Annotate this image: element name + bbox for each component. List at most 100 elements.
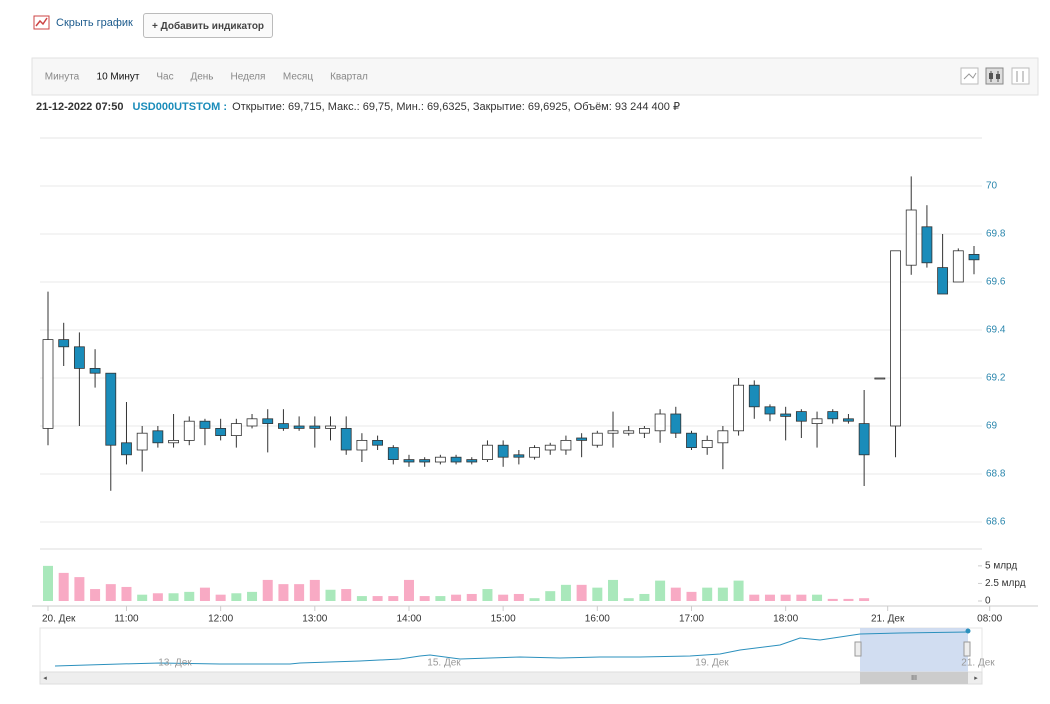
candle-body (199, 420, 211, 429)
candle-body (952, 250, 964, 283)
candle-body (843, 418, 854, 422)
volume-bar (623, 598, 634, 601)
volume-bar (513, 593, 524, 601)
candle-body (890, 250, 901, 427)
candle-body (607, 430, 619, 434)
svg-text:III: III (911, 675, 917, 682)
candle-body (764, 406, 776, 415)
volume-bar (262, 579, 273, 601)
y-tick-label: 70 (986, 181, 998, 192)
navigator[interactable]: III ◂ ▸ (39, 627, 983, 685)
volume-bar (576, 584, 587, 601)
candle-body (560, 439, 572, 451)
tab[interactable]: Квартал (330, 72, 368, 83)
volume-bar (294, 584, 305, 601)
candle-body (121, 442, 132, 456)
volume-bar (764, 594, 775, 601)
volume-bar (466, 593, 477, 601)
volume-bar (608, 579, 619, 601)
tab[interactable]: Час (156, 72, 173, 83)
candle-body (434, 456, 446, 463)
candle-body (356, 439, 368, 451)
y-tick-label: 2.5 млрд (985, 578, 1026, 589)
candle-body (921, 226, 933, 264)
tab[interactable]: День (190, 72, 213, 83)
hide-chart-icon[interactable] (33, 15, 50, 30)
y-tick-label: 68.8 (986, 469, 1006, 480)
candle-body (513, 454, 525, 458)
volume-bar (670, 587, 681, 601)
candle-body (654, 413, 666, 432)
volume-bar (482, 589, 493, 601)
volume-bar (74, 577, 85, 601)
candle-body (325, 425, 336, 429)
volume-bar (231, 593, 242, 601)
chart-type-icons[interactable] (960, 67, 1030, 85)
volume-bar (152, 593, 163, 601)
tab[interactable]: 10 Минут (97, 72, 140, 83)
candle-body (466, 459, 478, 463)
volume-bar (435, 596, 446, 601)
tab[interactable]: Неделя (231, 72, 266, 83)
volume-bar (43, 565, 53, 601)
candle-body (262, 418, 274, 424)
volume-bar (498, 594, 509, 601)
volume-bar (388, 596, 399, 601)
hide-chart-link[interactable]: Скрыть график (56, 17, 133, 29)
volume-bar (592, 587, 603, 601)
x-tick-label: 12:00 (208, 614, 233, 625)
candle-body (858, 423, 870, 456)
candle-body (591, 432, 603, 446)
volume-bar (356, 596, 367, 601)
y-tick-label: 0 (985, 596, 991, 607)
tab[interactable]: Минута (45, 72, 80, 83)
tab[interactable]: Месяц (283, 72, 313, 83)
volume-bar (325, 589, 336, 601)
volume-bar (341, 589, 352, 601)
candle-body (230, 423, 242, 437)
volume-bar (372, 596, 383, 601)
volume-bar (843, 598, 854, 601)
candle-body (73, 346, 85, 369)
volume-bar (717, 587, 728, 601)
x-tick-label: 17:00 (679, 614, 704, 625)
x-tick-label: 21. Дек (871, 614, 905, 625)
volume-bar (105, 584, 116, 601)
y-tick-label: 5 млрд (985, 561, 1017, 572)
volume-bar (780, 594, 791, 601)
volume-bar (419, 596, 430, 601)
candle-body (686, 432, 697, 449)
x-tick-label: 13:00 (302, 614, 327, 625)
candle-body (576, 437, 588, 441)
volume-bar (90, 589, 101, 601)
svg-text:◂: ◂ (43, 675, 47, 682)
candle-body (701, 439, 713, 448)
volume-bar (309, 579, 320, 601)
volume-bar (796, 594, 807, 601)
add-indicator-button[interactable]: + Добавить индикатор (143, 13, 273, 38)
candle-body (544, 444, 556, 451)
candle-body (827, 411, 839, 420)
y-tick-label: 69.6 (986, 277, 1006, 288)
volume-bar (215, 594, 226, 601)
volume-bar (184, 591, 195, 601)
candle-body (183, 420, 195, 441)
x-tick-label: 11:00 (114, 614, 139, 625)
candle-body (419, 459, 431, 463)
candle-body (733, 384, 744, 432)
volume-bar (278, 584, 289, 601)
candle-body (278, 423, 289, 429)
navigator-label: 21. Дек (961, 658, 995, 669)
volume-bar (702, 587, 713, 601)
candle-body (293, 425, 305, 429)
volume-bar (403, 579, 414, 601)
info-line: 21-12-2022 07:50 USD000UTSTOM : Открытие… (36, 101, 680, 113)
candle-body (136, 432, 148, 451)
candle-body (168, 439, 179, 444)
x-tick-label: 16:00 (585, 614, 610, 625)
candle-body (340, 427, 352, 451)
candle-body (482, 444, 493, 461)
info-fields: Открытие: 69,715, Макс.: 69,75, Мин.: 69… (232, 101, 680, 113)
volume-bar (749, 594, 760, 601)
